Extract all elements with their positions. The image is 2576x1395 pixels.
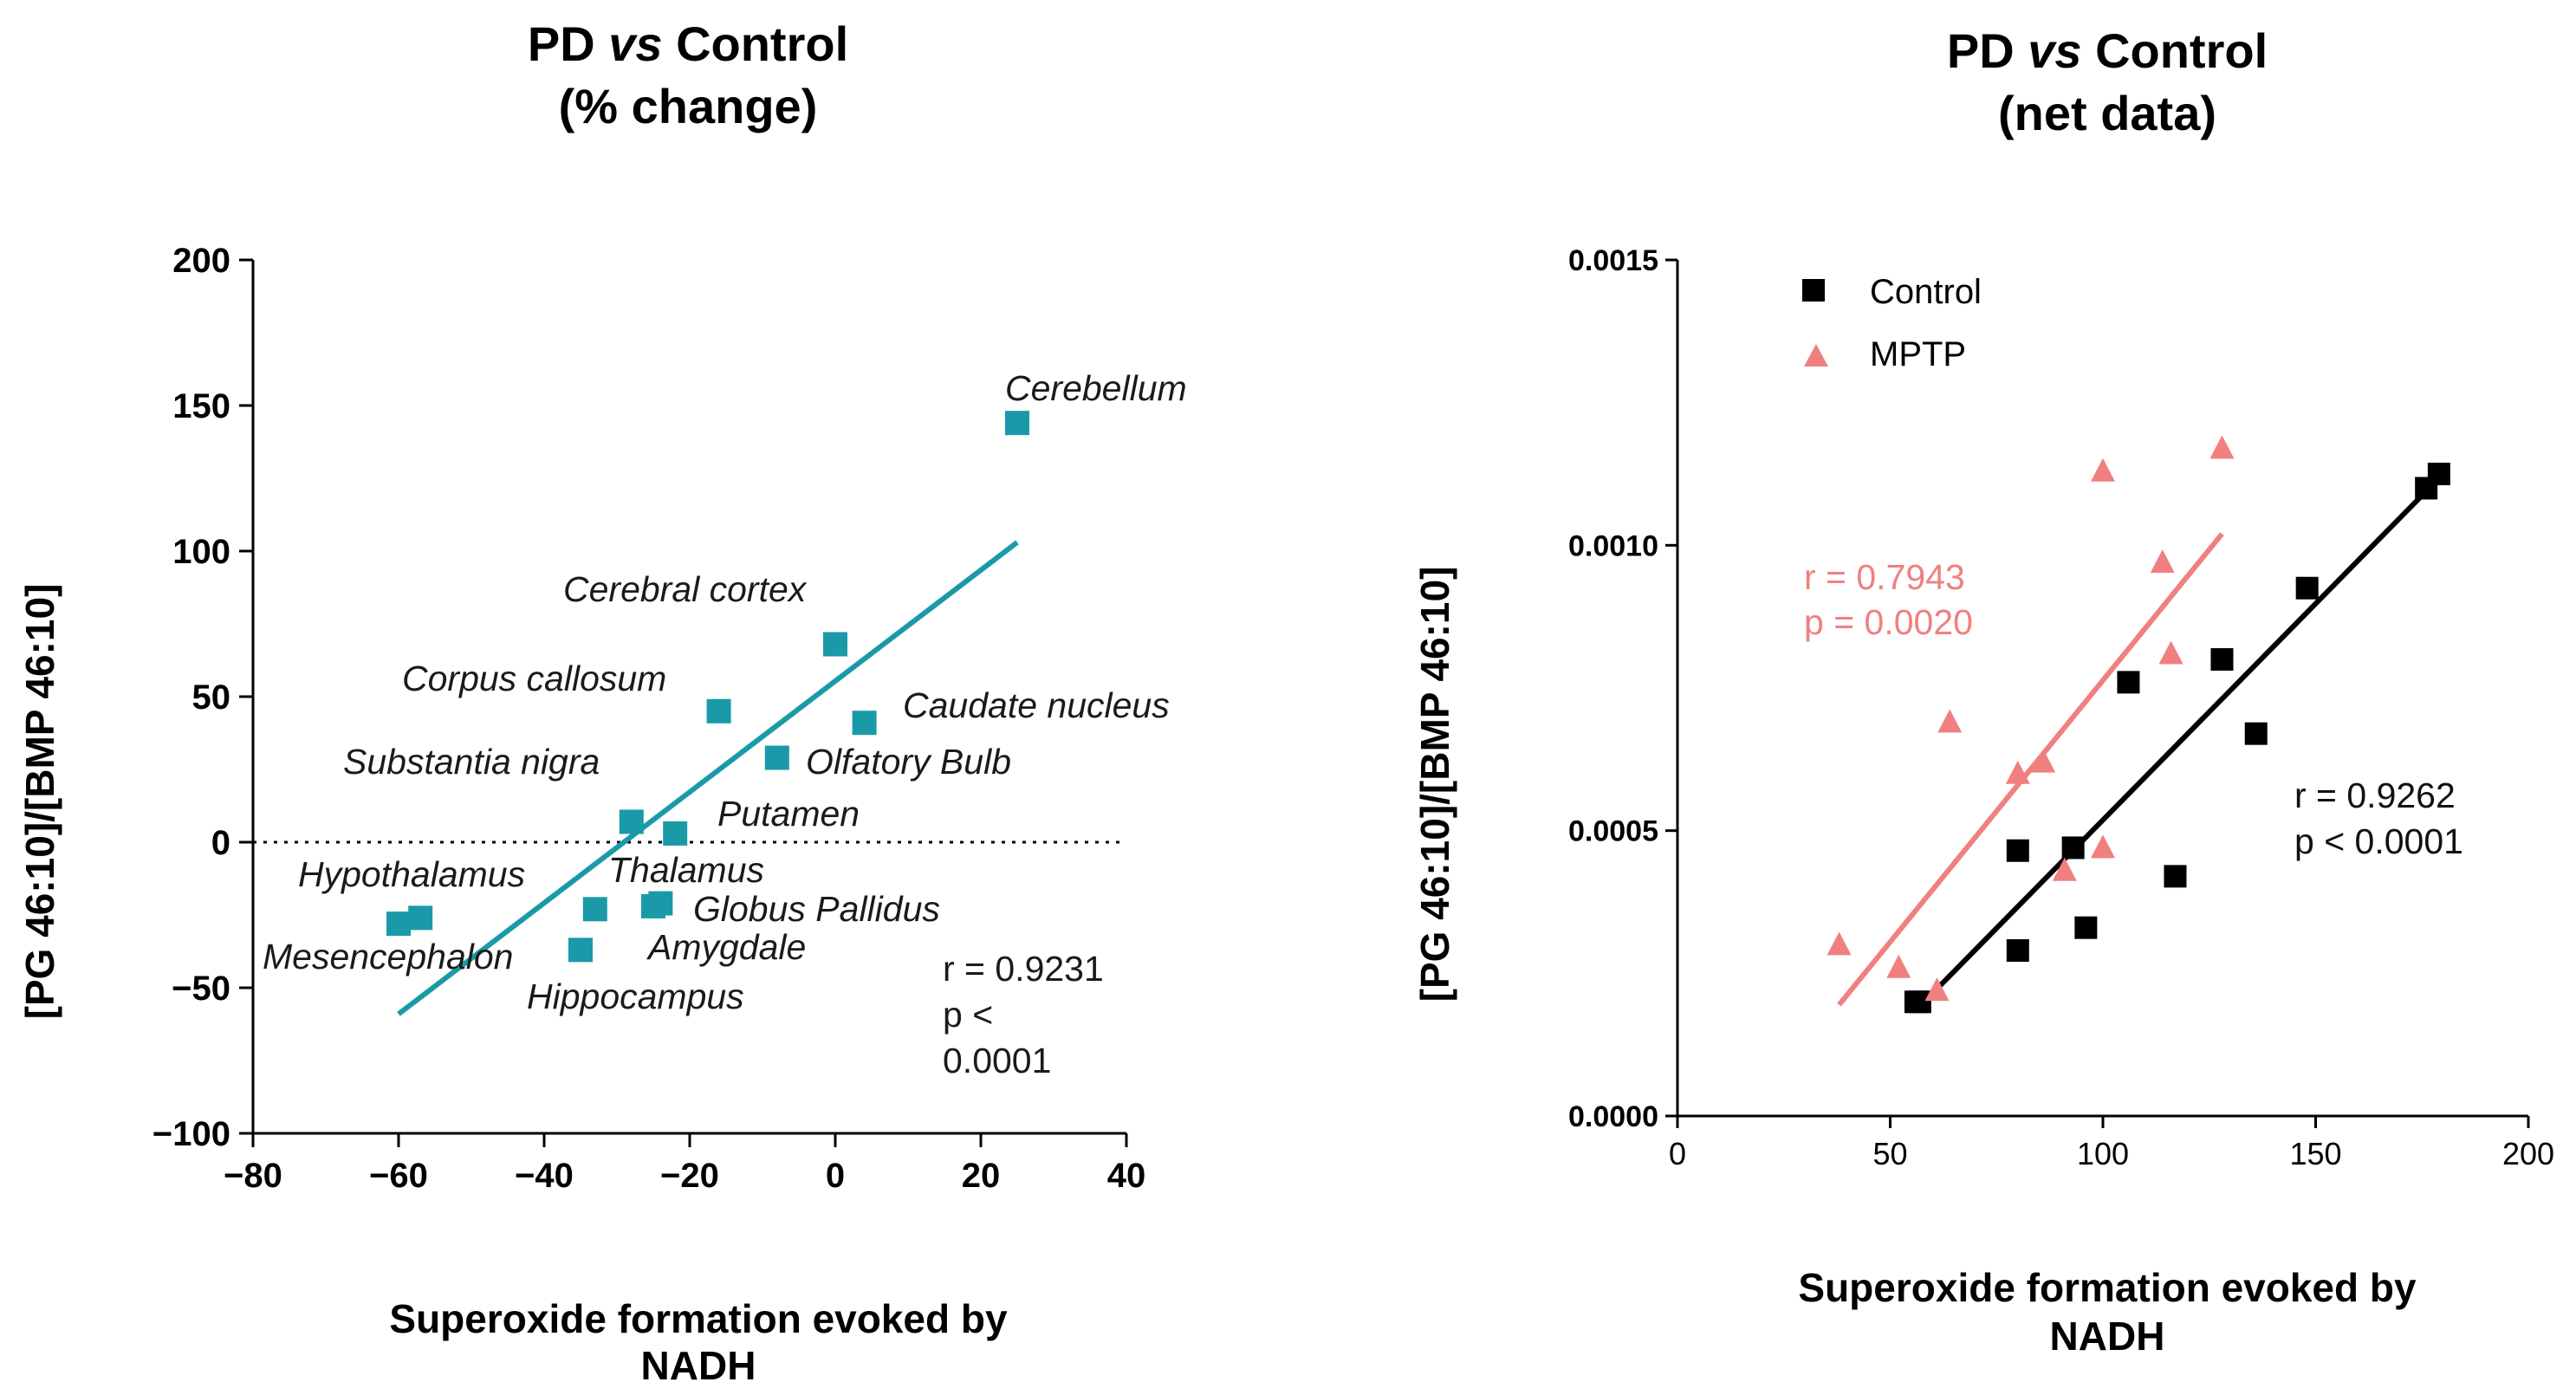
stat-p-control: p < 0.0001 (2294, 821, 2463, 861)
chart-title-line1: PD vs Control (528, 16, 848, 71)
x-tick-label: −60 (369, 1157, 428, 1195)
data-point-control (2006, 839, 2029, 862)
legend-marker-control (1802, 279, 1825, 302)
stat-p-value-line1: p < (943, 995, 993, 1035)
point-annotation: Cerebral cortex (563, 569, 808, 609)
x-axis-label-line2: NADH (641, 1343, 756, 1388)
data-point-control (2074, 916, 2098, 939)
data-point-mptp (2005, 760, 2030, 784)
data-point-control (2061, 836, 2085, 860)
data-point-mptp (1886, 954, 1911, 978)
data-point-control (2295, 576, 2319, 600)
x-tick-label: −40 (515, 1157, 574, 1195)
chart-title-line1: PD vs Control (1947, 23, 2268, 78)
point-annotation: Mesencephalon (263, 937, 513, 976)
stat-p-mptp: p = 0.0020 (1804, 602, 1973, 642)
data-point-mptp (2150, 549, 2175, 574)
point-annotation: Globus Pallidus (693, 889, 940, 929)
data-point-control (2244, 722, 2268, 745)
point-annotation: Amygdale (646, 927, 806, 967)
point-annotation: Hippocampus (527, 976, 744, 1016)
chart-net-data: PD vs Control (net data) [PG 46:10]/[BMP… (1412, 23, 2554, 1359)
data-point-mptp (1827, 931, 1852, 956)
data-point-mptp (2091, 834, 2115, 859)
data-point-control (1908, 990, 1931, 1014)
legend: Control MPTP (1802, 273, 1982, 373)
x-tick-label: 0 (1669, 1136, 1686, 1171)
regression-line (397, 540, 1019, 1016)
data-point (648, 891, 673, 916)
x-tick-label: 50 (1872, 1136, 1907, 1171)
regression-line-control (1913, 480, 2437, 1013)
point-annotation: Corpus callosum (402, 659, 666, 698)
data-point (764, 745, 789, 770)
y-tick-label: 50 (192, 678, 231, 717)
point-annotation: Substantia nigra (343, 742, 600, 782)
point-annotation: Thalamus (608, 850, 764, 890)
chart-percent-change: PD vs Control (% change) [PG 46:10]/[BMP… (17, 16, 1187, 1388)
data-point-mptp (1924, 977, 1950, 1002)
x-tick-label: −80 (224, 1157, 282, 1195)
y-tick-label: 0.0000 (1568, 1100, 1658, 1133)
point-annotation: Putamen (717, 794, 860, 834)
regression-line-mptp (1837, 532, 2224, 1007)
data-point-mptp (2031, 749, 2056, 773)
x-axis-label-line2: NADH (2050, 1314, 2165, 1359)
point-annotation: Hypothalamus (298, 854, 525, 894)
point-annotation: Olfatory Bulb (806, 742, 1011, 782)
data-point (568, 938, 593, 963)
data-point (823, 632, 847, 657)
chart-title-line2: (net data) (1998, 86, 2216, 140)
data-point-control (2210, 648, 2234, 672)
data-point-mptp (2209, 435, 2235, 459)
point-annotation: Cerebellum (1005, 368, 1187, 408)
point-annotation: Caudate nucleus (903, 685, 1170, 725)
data-point (582, 897, 607, 922)
data-point (386, 912, 411, 937)
chart-title-line2: (% change) (559, 79, 818, 133)
data-point-mptp (1937, 709, 1963, 733)
data-point (619, 809, 644, 834)
y-tick-label: 200 (172, 242, 230, 280)
x-tick-label: −20 (660, 1157, 719, 1195)
data-point (663, 821, 688, 846)
x-tick-label: 0 (826, 1157, 845, 1195)
y-tick-label: 0.0005 (1568, 815, 1658, 848)
data-point-mptp (2052, 857, 2077, 881)
legend-marker-mptp (1804, 344, 1828, 367)
data-point-control (2427, 463, 2450, 485)
legend-label-mptp: MPTP (1870, 335, 1966, 373)
x-axis-label-line1: Superoxide formation evoked by (389, 1296, 1008, 1341)
data-point (706, 698, 731, 723)
data-point (852, 710, 877, 736)
data-point-control (2164, 865, 2187, 888)
data-point (408, 905, 433, 931)
y-tick-label: 150 (172, 387, 230, 425)
y-tick-label: 0 (211, 824, 230, 862)
x-tick-label: 100 (2077, 1136, 2129, 1171)
y-tick-label: −50 (172, 970, 230, 1008)
stat-p-value-line2: 0.0001 (943, 1041, 1051, 1080)
x-tick-label: 200 (2502, 1136, 2554, 1171)
x-tick-label: 20 (962, 1157, 1001, 1195)
x-tick-label: 150 (2289, 1136, 2341, 1171)
stat-r-control: r = 0.9262 (2294, 775, 2456, 815)
data-point-control (2117, 671, 2140, 694)
data-point-mptp (2091, 457, 2115, 482)
legend-label-control: Control (1870, 273, 1982, 311)
y-tick-label: 100 (172, 533, 230, 571)
stat-r-mptp: r = 0.7943 (1804, 557, 1965, 597)
y-tick-label: −100 (152, 1115, 230, 1153)
y-axis-label: [PG 46:10]/[BMP 46:10] (1412, 567, 1457, 1002)
stat-r-value: r = 0.9231 (943, 949, 1104, 989)
x-tick-label: 40 (1107, 1157, 1146, 1195)
x-axis-label-line1: Superoxide formation evoked by (1798, 1265, 2417, 1310)
y-axis-label: [PG 46:10]/[BMP 46:10] (17, 584, 62, 1020)
data-point (1005, 411, 1029, 436)
data-point-control (2006, 938, 2029, 962)
y-tick-label: 0.0010 (1568, 529, 1658, 562)
y-tick-label: 0.0015 (1568, 244, 1658, 277)
data-point-mptp (2158, 640, 2183, 665)
